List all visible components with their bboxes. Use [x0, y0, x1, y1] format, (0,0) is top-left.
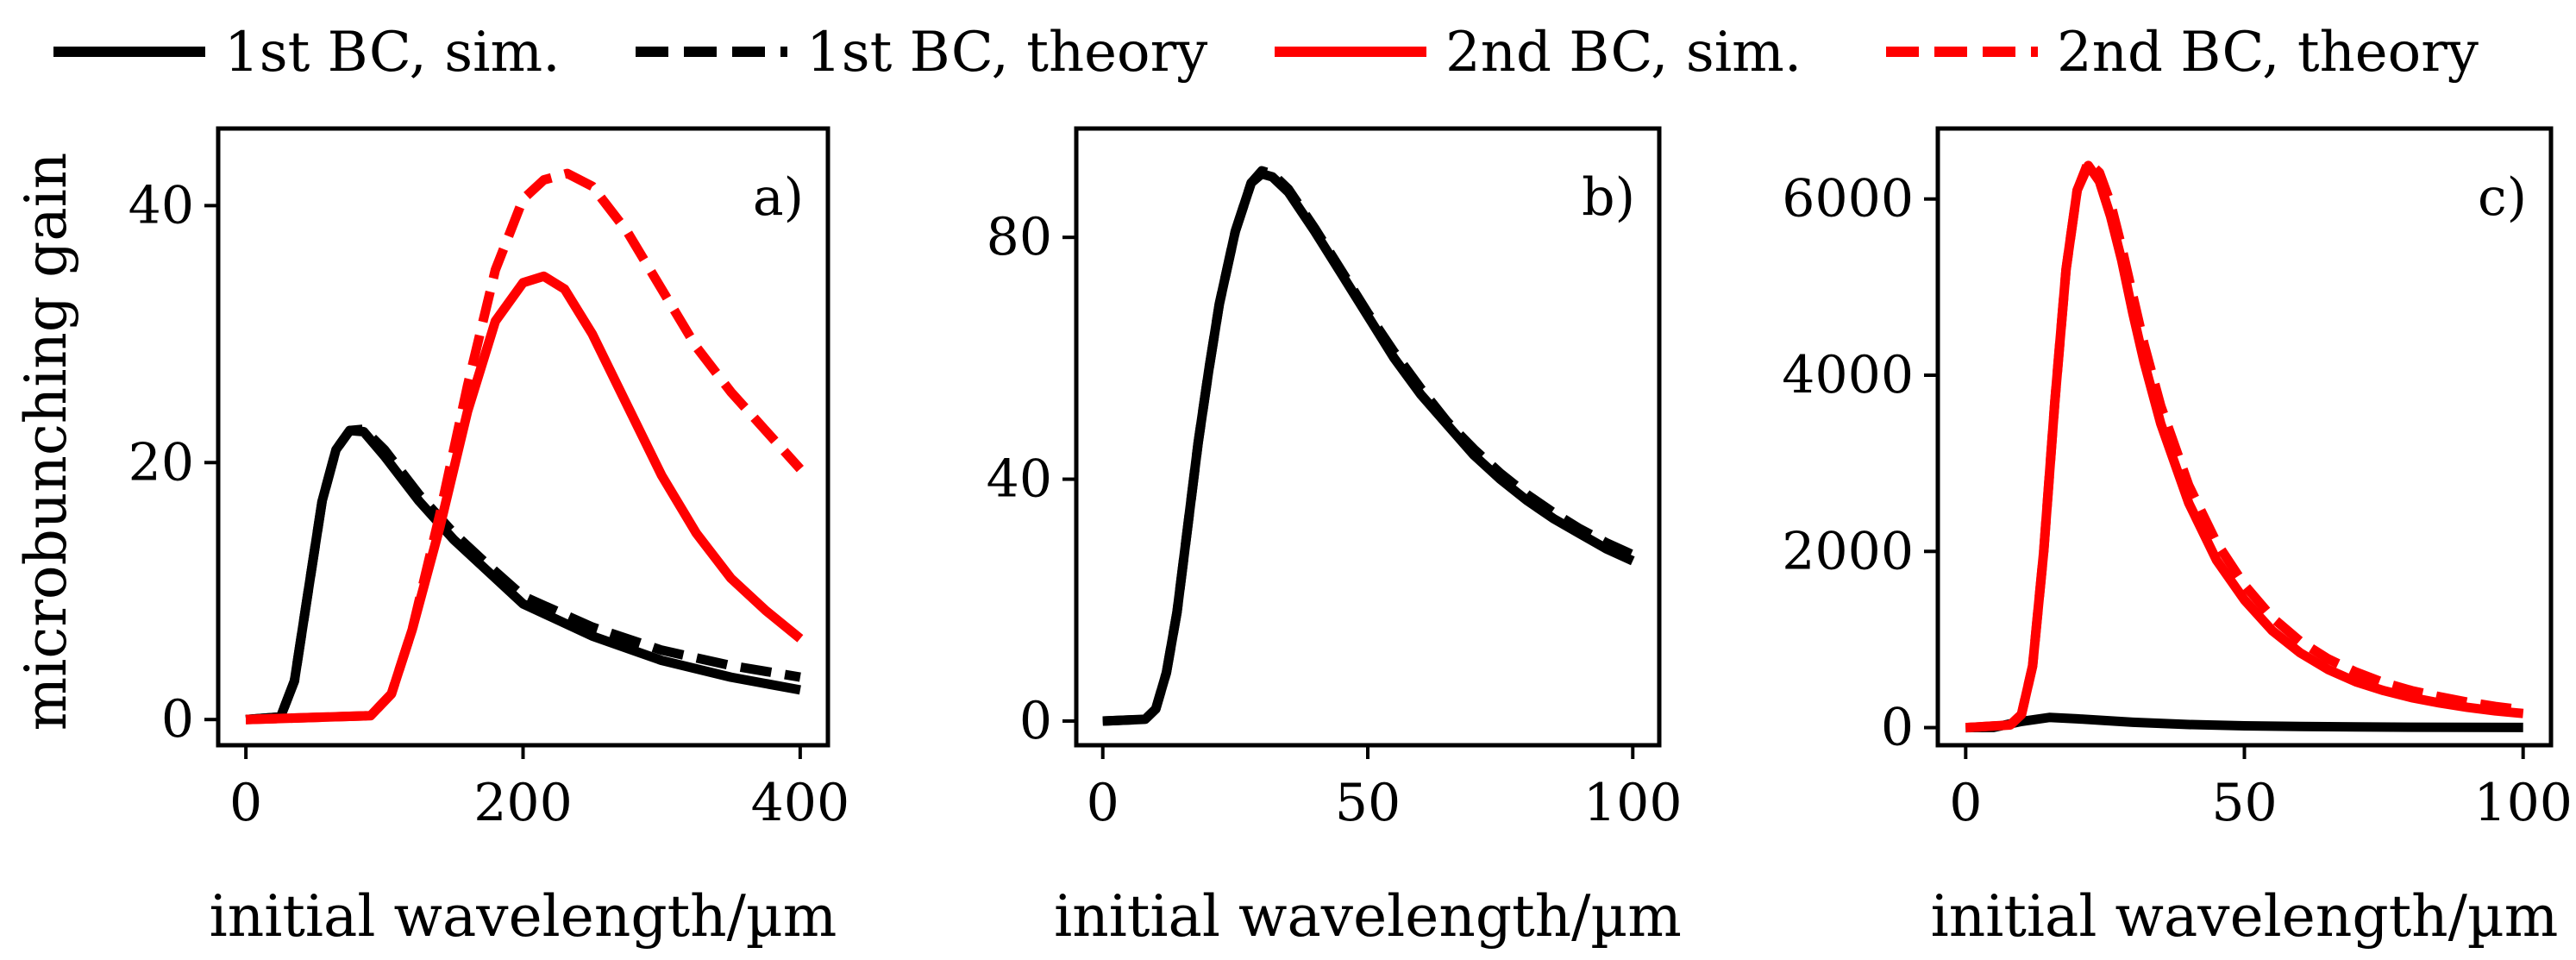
y-tick-label: 0: [1881, 698, 1914, 758]
legend-label-2nd-bc-theory: 2nd BC, theory: [2057, 21, 2479, 85]
y-tick-label: 40: [128, 175, 194, 235]
y-tick-label: 40: [987, 449, 1052, 510]
y-tick-label: 20: [128, 432, 194, 493]
x-tick-label: 100: [2473, 773, 2573, 833]
y-tick-label: 6000: [1782, 169, 1914, 229]
x-tick-label: 0: [229, 773, 262, 833]
y-tick-label: 2000: [1782, 521, 1914, 581]
panel-a: 0 200 400 0 20 40 initial wavelength/µm a): [128, 126, 850, 950]
panel-c: 0 50 100 0 2000 4000 6000 initial wavelength/µm…: [1782, 126, 2573, 950]
panel-label: a): [753, 167, 804, 228]
x-tick-label: 50: [2211, 773, 2277, 833]
x-tick-label: 0: [1949, 773, 1982, 833]
y-tick-label: 0: [161, 689, 194, 750]
series-line-2nd-bc-theory: [1965, 157, 2524, 733]
x-axis-label: initial wavelength/µm: [1054, 883, 1682, 950]
plot-frame: [1074, 126, 1662, 748]
x-tick-label: 400: [751, 773, 850, 833]
panel-b: 0 50 100 0 40 80 initial wavelength/µm b): [987, 126, 1683, 950]
series-line-1st-bc-theory: [1102, 166, 1635, 726]
series-line-1st-bc-sim: [1965, 712, 2523, 733]
series-line-1st-bc-theory: [245, 424, 801, 725]
x-tick-label: 200: [473, 773, 573, 833]
series-line-2nd-bc-sim: [245, 271, 804, 725]
legend-label-2nd-bc-sim: 2nd BC, sim.: [1445, 21, 1802, 85]
panel-label: b): [1582, 167, 1635, 228]
y-axis-label: microbunching gain: [13, 153, 79, 731]
plot-frame: [216, 126, 830, 748]
legend: 1st BC, sim. 1st BC, theory 2nd BC, sim.…: [53, 21, 2479, 85]
y-tick-label: 4000: [1782, 345, 1914, 405]
legend-entry-1st-bc-theory: 1st BC, theory: [636, 21, 1207, 85]
legend-entry-1st-bc-sim: 1st BC, sim.: [53, 21, 561, 85]
legend-entry-2nd-bc-sim: 2nd BC, sim.: [1275, 21, 1802, 85]
legend-label-1st-bc-sim: 1st BC, sim.: [224, 21, 561, 85]
x-tick-label: 0: [1087, 773, 1119, 833]
legend-entry-2nd-bc-theory: 2nd BC, theory: [1886, 21, 2479, 85]
x-tick-label: 50: [1335, 773, 1401, 833]
x-tick-label: 100: [1583, 773, 1683, 833]
series-line-2nd-bc-theory: [245, 168, 804, 725]
x-axis-label: initial wavelength/µm: [1931, 883, 2559, 950]
panel-label: c): [2478, 167, 2527, 228]
y-tick-label: 0: [1019, 691, 1052, 751]
y-tick-label: 80: [987, 207, 1052, 267]
legend-label-1st-bc-theory: 1st BC, theory: [806, 21, 1207, 85]
series-line-1st-bc-sim: [1102, 169, 1635, 726]
x-axis-label: initial wavelength/µm: [210, 883, 837, 950]
